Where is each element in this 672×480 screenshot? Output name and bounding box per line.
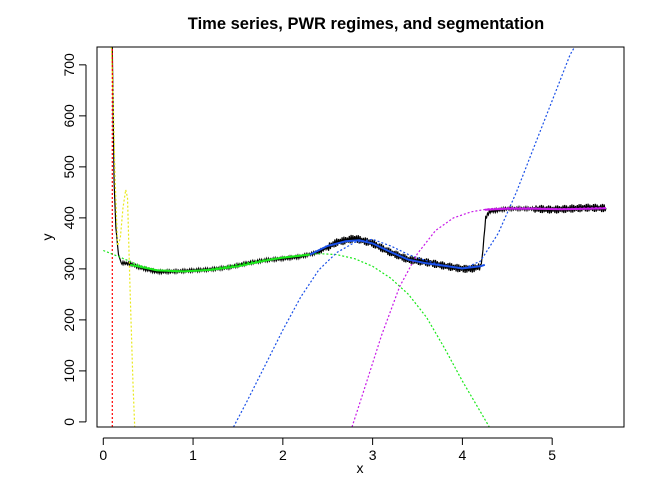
y-tick-label: 100 (61, 359, 77, 383)
y-tick-label: 600 (61, 104, 77, 128)
x-tick-label: 1 (189, 447, 197, 463)
x-tick-label: 5 (548, 447, 556, 463)
x-tick-label: 4 (459, 447, 467, 463)
y-tick-label: 0 (61, 418, 77, 426)
y-tick-label: 200 (61, 308, 77, 332)
plot-area (103, 47, 607, 427)
y-tick-label: 300 (61, 257, 77, 281)
series-line-4 (232, 47, 576, 427)
series-line-2 (110, 47, 136, 427)
series-line-6 (309, 239, 486, 270)
y-axis-label: y (39, 234, 55, 241)
y-tick-label: 400 (61, 206, 77, 230)
series-line-3 (103, 249, 490, 427)
x-axis-label: x (357, 460, 364, 476)
series-line-7 (129, 253, 310, 273)
y-tick-label: 500 (61, 155, 77, 179)
axes: 0 1 2 3 4 5 0 100 200 300 400 500 600 700 (61, 53, 556, 463)
chart-title: Time series, PWR regimes, and segmentati… (188, 15, 544, 33)
series-line-5 (351, 207, 606, 427)
x-tick-label: 2 (279, 447, 287, 463)
y-tick-label: 700 (61, 53, 77, 77)
series-line-8 (484, 207, 607, 211)
x-tick-label: 3 (369, 447, 377, 463)
plot-frame (96, 46, 625, 428)
x-tick-label: 0 (99, 447, 107, 463)
